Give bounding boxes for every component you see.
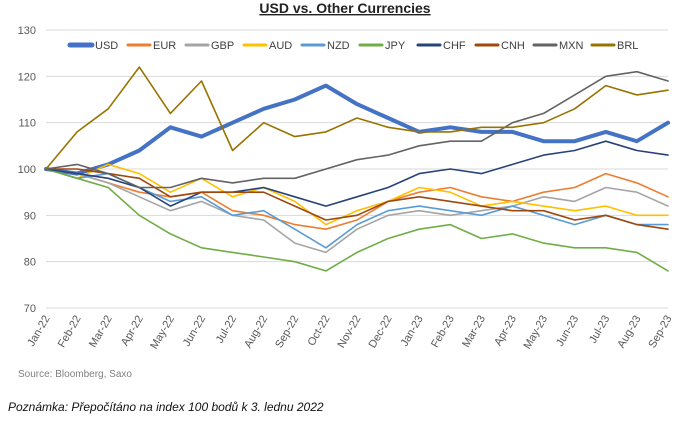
- footnote: Poznámka: Přepočítáno na index 100 bodů …: [8, 400, 324, 414]
- series-line-cnh: [45, 168, 669, 230]
- legend-label-nzd: NZD: [327, 40, 350, 52]
- x-tick-label: Mar-23: [460, 314, 488, 350]
- series-line-mxn: [45, 70, 669, 189]
- y-tick-label: 90: [24, 210, 36, 222]
- chart-title: USD vs. Other Currencies: [259, 0, 430, 16]
- series-line-brl: [45, 66, 669, 170]
- legend-label-cnh: CNH: [501, 40, 525, 52]
- series-lines: [44, 66, 670, 272]
- x-axis: Jan-22 Feb-22 Mar-22 Apr-22 May-22 Jun-22 Jul-…: [25, 314, 674, 352]
- x-tick-label: Feb-22: [56, 314, 84, 350]
- x-tick-label: May-22: [148, 314, 177, 352]
- x-tick-label: Apr-23: [492, 314, 519, 349]
- legend-label-jpy: JPY: [385, 40, 406, 52]
- y-tick-label: 110: [18, 118, 36, 130]
- x-tick-label: May-23: [521, 314, 550, 352]
- y-tick-label: 100: [18, 164, 36, 176]
- x-tick-label: Sep-23: [646, 314, 674, 351]
- y-tick-label: 70: [24, 303, 36, 315]
- x-tick-label: Jun-23: [554, 314, 581, 349]
- x-tick-label: Feb-23: [429, 314, 457, 350]
- series-line-jpy: [45, 168, 669, 272]
- series-line-aud: [45, 163, 669, 226]
- x-tick-label: Sep-22: [273, 314, 301, 351]
- series-line-usd: [44, 83, 670, 176]
- legend-label-brl: BRL: [617, 40, 638, 52]
- legend-label-usd: USD: [95, 40, 118, 52]
- series-line-chf: [45, 140, 669, 207]
- x-tick-label: Mar-22: [87, 314, 115, 350]
- x-tick-label: Jul-22: [214, 314, 239, 346]
- x-tick-label: Apr-22: [119, 314, 146, 349]
- series-line-gbp: [45, 168, 669, 254]
- legend: USD EUR GBP AUD NZD JPY CHF CNH MXN BRL: [67, 40, 638, 52]
- series-line-nzd: [45, 168, 669, 249]
- y-tick-label: 80: [24, 257, 36, 269]
- x-tick-label: Jan-23: [399, 314, 426, 349]
- x-tick-label: Jun-22: [181, 314, 208, 349]
- legend-label-chf: CHF: [443, 40, 466, 52]
- x-tick-label: Aug-22: [242, 314, 270, 351]
- x-tick-label: Nov-22: [335, 314, 363, 351]
- x-tick-label: Dec-22: [367, 314, 395, 351]
- x-tick-label: Aug-23: [615, 314, 643, 351]
- legend-label-aud: AUD: [269, 40, 292, 52]
- y-tick-label: 120: [18, 71, 36, 83]
- x-tick-label: Jul-23: [587, 314, 612, 346]
- gridlines: [46, 29, 668, 309]
- legend-label-mxn: MXN: [559, 40, 584, 52]
- x-tick-label: Jan-22: [25, 314, 52, 349]
- y-axis: 70 80 90 100 110 120 130: [18, 25, 36, 315]
- legend-label-eur: EUR: [153, 40, 176, 52]
- legend-label-gbp: GBP: [211, 40, 234, 52]
- x-tick-label: Oct-22: [306, 314, 333, 349]
- y-tick-label: 130: [18, 25, 36, 37]
- source-note: Source: Bloomberg, Saxo: [18, 369, 132, 380]
